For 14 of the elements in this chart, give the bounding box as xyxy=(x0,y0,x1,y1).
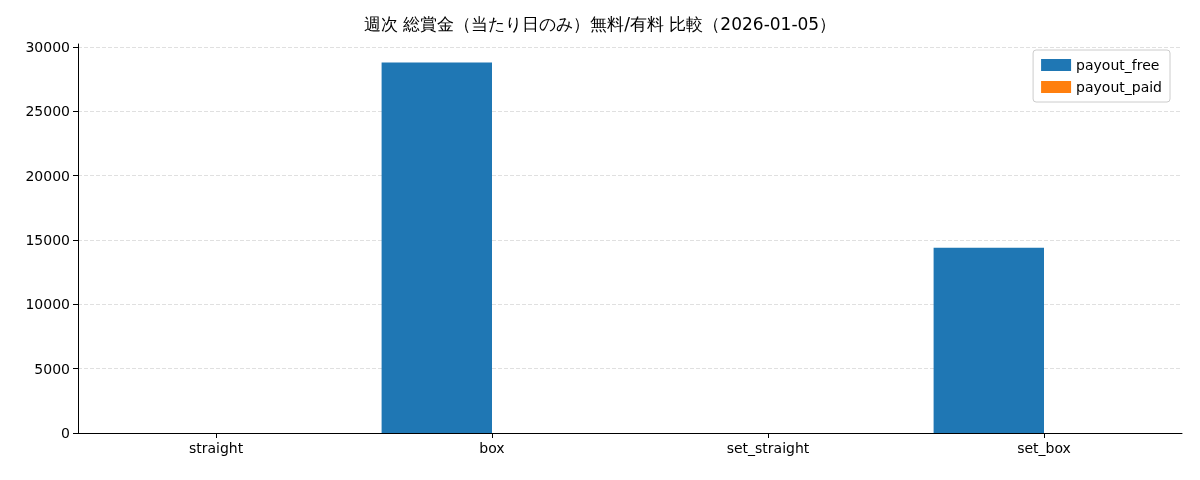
chart-title: 週次 総賞金（当たり日のみ）無料/有料 比較（2026-01-05） xyxy=(363,13,837,34)
y-tick-label: 15000 xyxy=(25,232,70,249)
y-tick-label: 10000 xyxy=(25,296,70,313)
x-tick-label: box xyxy=(479,440,505,456)
y-tick-label: 5000 xyxy=(34,360,70,377)
x-tick-label: straight xyxy=(188,440,244,456)
x-tick-label: set_straight xyxy=(726,440,810,456)
legend-label: payout_paid xyxy=(1076,79,1162,95)
y-tick-label: 30000 xyxy=(25,39,70,56)
legend-label: payout_free xyxy=(1076,57,1160,73)
x-tick-label: set_box xyxy=(1017,440,1071,456)
y-tick-label: 0 xyxy=(61,425,70,441)
y-tick-label: 25000 xyxy=(25,103,70,120)
y-tick-label: 20000 xyxy=(25,167,70,184)
